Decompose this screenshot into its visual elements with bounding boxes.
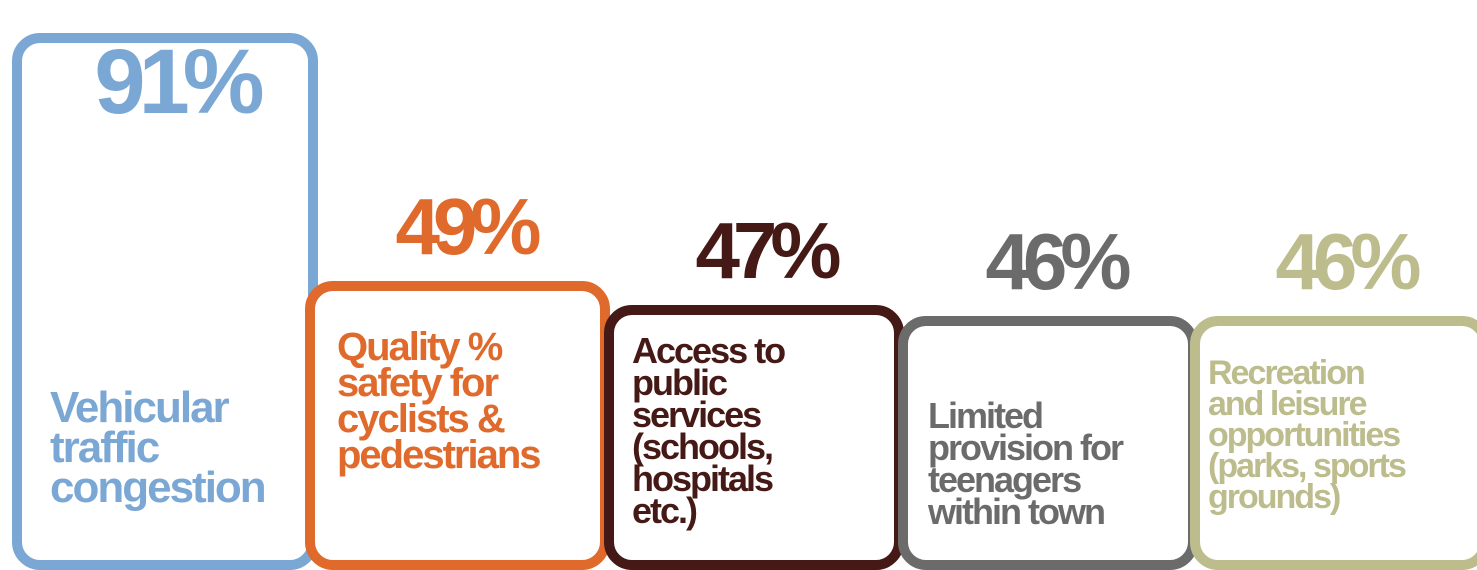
- value-label: 46%: [985, 216, 1131, 306]
- bar-card: [604, 304, 904, 570]
- category-label: Limited provision for teenagers within t…: [928, 394, 1124, 532]
- value-label: 46%: [1275, 216, 1421, 306]
- bar-card: [305, 280, 610, 570]
- bar-card: [12, 33, 318, 570]
- category-label: Recreation and leisure opportunities (pa…: [1208, 353, 1407, 516]
- bar-card: [1190, 315, 1477, 570]
- category-label: Quality % safety for cyclists & pedestri…: [337, 324, 542, 477]
- category-label: Vehicular traffic congestion: [50, 383, 267, 513]
- value-label: 49%: [395, 181, 541, 271]
- value-label: 91%: [94, 31, 264, 133]
- value-label: 47%: [695, 205, 841, 295]
- category-label: Access to public services (schools, hosp…: [632, 329, 786, 531]
